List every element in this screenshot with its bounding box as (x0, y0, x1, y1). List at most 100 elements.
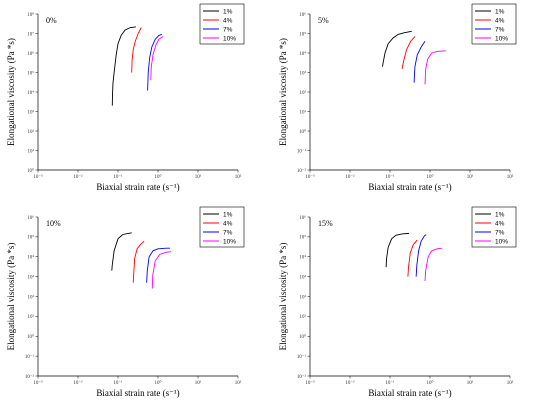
y-tick-label: 10⁰ (299, 334, 306, 340)
series-line-3 (413, 41, 426, 83)
legend: 1% 4% 7% 10% (471, 3, 517, 45)
x-tick-label: 10¹ (467, 380, 474, 386)
legend: 1% 4% 7% 10% (199, 3, 245, 45)
y-tick-label: 10⁻¹ (297, 148, 307, 154)
series-line-1 (385, 232, 410, 268)
y-tick-label: 10⁴ (299, 51, 306, 57)
y-tick-label: 10⁸ (27, 12, 34, 18)
y-tick-label: 10⁻² (297, 374, 307, 380)
legend-label: 1% (223, 8, 233, 15)
panel-label: 5% (318, 16, 329, 25)
x-axis-title: Biaxial strain rate (s⁻¹) (96, 388, 179, 398)
series-line-1 (382, 30, 412, 67)
series-line-2 (407, 239, 418, 277)
x-tick-label: 10⁻² (345, 174, 355, 180)
y-tick-label: 10³ (300, 274, 307, 280)
y-tick-label: 10⁵ (299, 235, 306, 241)
legend-label: 4% (223, 220, 233, 227)
y-tick-label: 10¹ (300, 109, 307, 115)
series-line-4 (424, 247, 443, 282)
y-tick-label: 10⁴ (27, 255, 34, 261)
y-tick-label: 10⁴ (27, 90, 34, 96)
legend: 1% 4% 7% 10% (471, 206, 517, 248)
series-line-2 (132, 240, 145, 283)
x-tick-label: 10⁻³ (33, 380, 43, 386)
legend-label: 10% (495, 35, 508, 42)
y-tick-label: 10² (300, 294, 307, 300)
y-tick-label: 10⁻² (297, 168, 307, 174)
panel-label: 10% (46, 219, 61, 228)
legend-label: 7% (495, 26, 505, 33)
y-tick-label: 10¹ (28, 314, 35, 320)
x-tick-label: 10⁻² (73, 380, 83, 386)
x-tick-label: 10² (235, 174, 242, 180)
x-tick-label: 10² (235, 380, 242, 386)
y-tick-label: 10⁰ (299, 129, 306, 135)
y-tick-label: 10¹ (300, 314, 307, 320)
y-tick-label: 10⁻¹ (25, 354, 35, 360)
x-tick-label: 10⁻¹ (385, 174, 395, 180)
y-tick-label: 10⁷ (27, 31, 34, 37)
y-tick-label: 10² (28, 129, 35, 135)
y-tick-label: 10⁻² (25, 374, 35, 380)
x-tick-label: 10⁻² (345, 380, 355, 386)
y-axis-title: Elongational viscosity (Pa *s) (6, 38, 16, 146)
y-tick-label: 10⁰ (27, 334, 34, 340)
series-line-1 (111, 26, 136, 106)
x-tick-label: 10⁰ (426, 174, 433, 180)
legend-label: 4% (495, 17, 505, 24)
legend-label: 10% (223, 238, 236, 245)
y-tick-label: 10³ (300, 70, 307, 76)
y-tick-label: 10⁶ (27, 215, 34, 221)
legend-label: 7% (495, 229, 505, 236)
y-tick-label: 10⁶ (299, 12, 306, 18)
y-tick-label: 10⁰ (27, 168, 34, 174)
legend-label: 1% (495, 211, 505, 218)
x-tick-label: 10⁻¹ (113, 174, 123, 180)
y-axis-title: Elongational viscosity (Pa *s) (278, 38, 288, 146)
x-tick-label: 10⁻³ (305, 174, 315, 180)
chart-panel-2: 10⁻³ 10⁻² 10⁻¹ 10⁰ 10¹ 10²10⁻²10⁻¹10⁰10¹10²10… (278, 3, 517, 192)
x-tick-label: 10² (507, 174, 514, 180)
x-tick-label: 10⁰ (154, 380, 161, 386)
series-line-2 (131, 27, 142, 73)
series-line-2 (401, 36, 416, 70)
y-tick-label: 10⁻¹ (297, 354, 307, 360)
y-tick-label: 10⁵ (27, 70, 34, 76)
x-tick-label: 10⁻² (73, 174, 83, 180)
series-line-3 (415, 234, 427, 277)
legend-label: 1% (223, 211, 233, 218)
y-axis-title: Elongational viscosity (Pa *s) (278, 243, 288, 351)
legend-label: 4% (495, 220, 505, 227)
y-tick-label: 10⁵ (27, 235, 34, 241)
x-tick-label: 10⁻¹ (385, 380, 395, 386)
legend: 1% 4% 7% 10% (199, 206, 245, 248)
legend-label: 1% (495, 8, 505, 15)
y-tick-label: 10¹ (28, 148, 35, 154)
y-tick-label: 10⁶ (27, 51, 34, 57)
y-tick-label: 10³ (28, 274, 35, 280)
x-tick-label: 10⁻³ (305, 380, 315, 386)
series-line-1 (111, 232, 132, 271)
x-tick-label: 10⁰ (426, 380, 433, 386)
x-tick-label: 10⁰ (154, 174, 161, 180)
x-tick-label: 10⁻³ (33, 174, 43, 180)
x-tick-label: 10⁻¹ (113, 380, 123, 386)
series-line-4 (151, 251, 171, 289)
y-axis-title: Elongational viscosity (Pa *s) (6, 243, 16, 351)
x-tick-label: 10¹ (467, 174, 474, 180)
chart-panel-1: 10⁻³ 10⁻² 10⁻¹ 10⁰ 10¹ 10² 10⁰ 10¹ 10² 10³ 10⁴ 10⁵ 1… (6, 3, 245, 192)
chart-panel-3: 10⁻³ 10⁻² 10⁻¹ 10⁰ 10¹ 10²10⁻²10⁻¹10⁰10¹10²10… (6, 206, 245, 398)
panel-label: 15% (318, 219, 333, 228)
legend-label: 10% (223, 35, 236, 42)
legend-label: 7% (223, 26, 233, 33)
x-axis-title: Biaxial strain rate (s⁻¹) (368, 388, 451, 398)
legend-label: 10% (495, 238, 508, 245)
series-line-4 (150, 36, 164, 81)
x-tick-label: 10¹ (195, 174, 202, 180)
legend-label: 4% (223, 17, 233, 24)
y-tick-label: 10⁶ (299, 215, 306, 221)
y-tick-label: 10⁴ (299, 255, 306, 261)
x-axis-title: Biaxial strain rate (s⁻¹) (96, 182, 179, 192)
y-tick-label: 10² (28, 294, 35, 300)
